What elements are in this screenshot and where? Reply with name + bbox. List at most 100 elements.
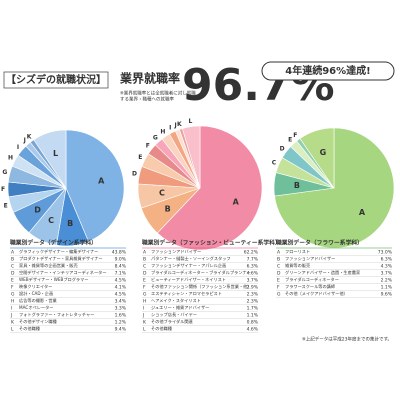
slice-letter: B	[165, 204, 171, 213]
table-title: 職業別データ（デザイン系学科）	[10, 239, 97, 247]
row-letter: G	[277, 292, 281, 298]
slice-letter: I	[17, 144, 19, 151]
slice-letter: I	[169, 124, 171, 131]
slice-letter: J	[173, 122, 176, 129]
row-value: 7.1%	[115, 271, 127, 277]
row-category: ファッションアドバイザー	[151, 249, 201, 255]
row-value: 2.2%	[381, 278, 393, 284]
row-value: 0.8%	[247, 320, 259, 326]
slice-letter: C	[159, 189, 165, 198]
row-value: 3.7%	[381, 271, 393, 277]
row-category: ブライダルコーディネーター・ブライダルプランナー	[151, 269, 251, 276]
row-value: 3.4%	[115, 299, 127, 305]
row-letter: G	[143, 292, 147, 298]
row-letter: K	[143, 320, 147, 326]
row-category: その他デザイン職種	[19, 318, 58, 325]
row-category: 設計・CAD・企画	[19, 290, 53, 297]
row-category: その他ファッション関係（ファッション系営業・他）	[151, 283, 252, 290]
slice-letter: B	[67, 219, 73, 228]
slice-letter: L	[53, 149, 58, 158]
row-value: 3.3%	[115, 306, 127, 312]
pie-slice	[181, 125, 201, 189]
pie-slice	[299, 127, 335, 189]
slice-letter: H	[160, 129, 165, 136]
slice-letter: G	[2, 169, 7, 176]
slice-letter: F	[146, 143, 150, 150]
row-value: 7.7%	[247, 257, 259, 263]
row-letter: L	[143, 327, 146, 333]
slice-letter: G	[320, 148, 327, 157]
row-category: 映像クリエイター	[19, 283, 52, 290]
row-value: 1.6%	[115, 313, 127, 319]
row-value: 2.9%	[247, 285, 259, 291]
rate-note: する業界・職種への就職率	[120, 96, 174, 103]
row-letter: F	[11, 285, 14, 291]
row-letter: E	[143, 278, 146, 284]
row-category: ファッションデザイナー・アパレル企画	[151, 262, 226, 269]
row-value: 4.5%	[115, 278, 127, 284]
row-letter: C	[11, 264, 14, 270]
slice-letter: K	[27, 133, 32, 140]
row-value: 1.1%	[247, 313, 259, 319]
row-value: 73.0%	[378, 250, 393, 256]
row-value: 2.3%	[247, 299, 259, 305]
slice-letter: D	[34, 205, 41, 214]
row-letter: D	[11, 271, 15, 277]
row-category: フォトグラファー・フォトレタッチャー	[19, 311, 94, 318]
row-category: その他（メイクアドバイザー他）	[285, 290, 348, 297]
row-letter: H	[143, 299, 146, 305]
row-category: ビューティーアドバイザー・ネイリスト	[151, 276, 226, 283]
row-value: 6.3%	[381, 257, 393, 263]
row-letter: L	[11, 327, 14, 333]
slice-letter: B	[294, 181, 300, 190]
row-letter: J	[10, 313, 12, 319]
row-category: ジュエリー・雑貨アドバイザー	[151, 304, 209, 311]
row-category: 家具・雑貨等の企画営業・販売	[19, 262, 78, 269]
row-letter: C	[143, 264, 146, 270]
row-category: 雑貨等の販売	[285, 262, 310, 269]
row-value: 4.6%	[247, 271, 259, 277]
slice-letter: A	[359, 208, 366, 217]
row-category: 空間デザイナー・インテリアコーディネーター	[19, 269, 107, 276]
slice-letter: E	[4, 203, 8, 210]
row-letter: A	[143, 250, 147, 256]
slice-letter: F	[293, 132, 297, 139]
row-value: 4.3%	[381, 264, 393, 270]
slice-letter: A	[233, 198, 240, 207]
badge-text: 4年連続96%達成!	[285, 64, 370, 77]
slice-letter: F	[1, 186, 5, 193]
row-category: ファッションアドバイザー	[285, 256, 335, 262]
footnote: ※上記データは平成23年度までの集計です。	[302, 336, 392, 343]
row-value: 1.1%	[381, 285, 393, 291]
page-title: 【シズデの就職状況】	[6, 73, 106, 86]
slice-letter: G	[153, 135, 158, 142]
row-category: フローリスト	[285, 249, 310, 254]
row-value: 3.7%	[247, 278, 259, 284]
row-value: 9.0%	[115, 257, 127, 263]
row-letter: I	[143, 306, 144, 312]
row-letter: E	[11, 278, 14, 284]
slice-letter: E	[288, 136, 292, 143]
badge	[261, 61, 395, 81]
slice-letter: K	[177, 121, 182, 128]
row-category: エステティシャン・アロマセラピスト	[151, 291, 222, 297]
row-letter: F	[143, 285, 146, 291]
row-letter: B	[11, 257, 14, 263]
row-value: 1.2%	[115, 320, 127, 326]
rate-note: ※業界就職率とは全就職者に対し就職	[120, 90, 196, 97]
row-letter: K	[11, 320, 15, 326]
rate-label: 業界就職率	[119, 71, 180, 86]
row-category: グラフィックデザイナー・編集デザイナー	[19, 248, 98, 255]
row-value: 9.6%	[381, 292, 393, 298]
slice-letter: H	[8, 155, 13, 162]
row-category: WEBデザイナー・WEBプログラマー	[19, 276, 89, 283]
row-category: プロダクトデザイナー・家具雑貨デザイナー	[19, 255, 103, 262]
row-letter: A	[11, 250, 15, 256]
pie-slice	[33, 129, 67, 189]
row-category: グリーンアドバイザー・造園・生産農家	[285, 269, 361, 276]
row-letter: E	[277, 278, 280, 284]
pie-slice	[65, 129, 125, 242]
row-category: ヘアメイク・スタイリスト	[151, 297, 201, 304]
row-letter: I	[11, 306, 12, 312]
